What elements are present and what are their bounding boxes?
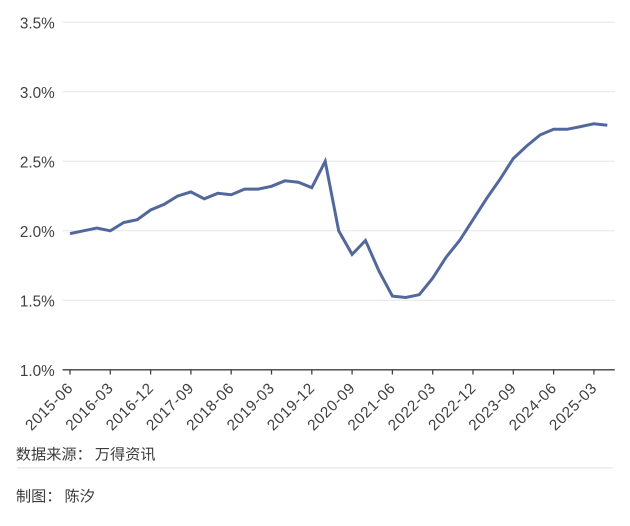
svg-text:1.0%: 1.0% bbox=[20, 363, 55, 380]
svg-text:2.5%: 2.5% bbox=[20, 155, 55, 172]
svg-text:1.5%: 1.5% bbox=[20, 294, 55, 311]
svg-text:3.0%: 3.0% bbox=[20, 85, 55, 102]
svg-text:2.0%: 2.0% bbox=[20, 224, 55, 241]
svg-text:3.5%: 3.5% bbox=[20, 16, 55, 33]
